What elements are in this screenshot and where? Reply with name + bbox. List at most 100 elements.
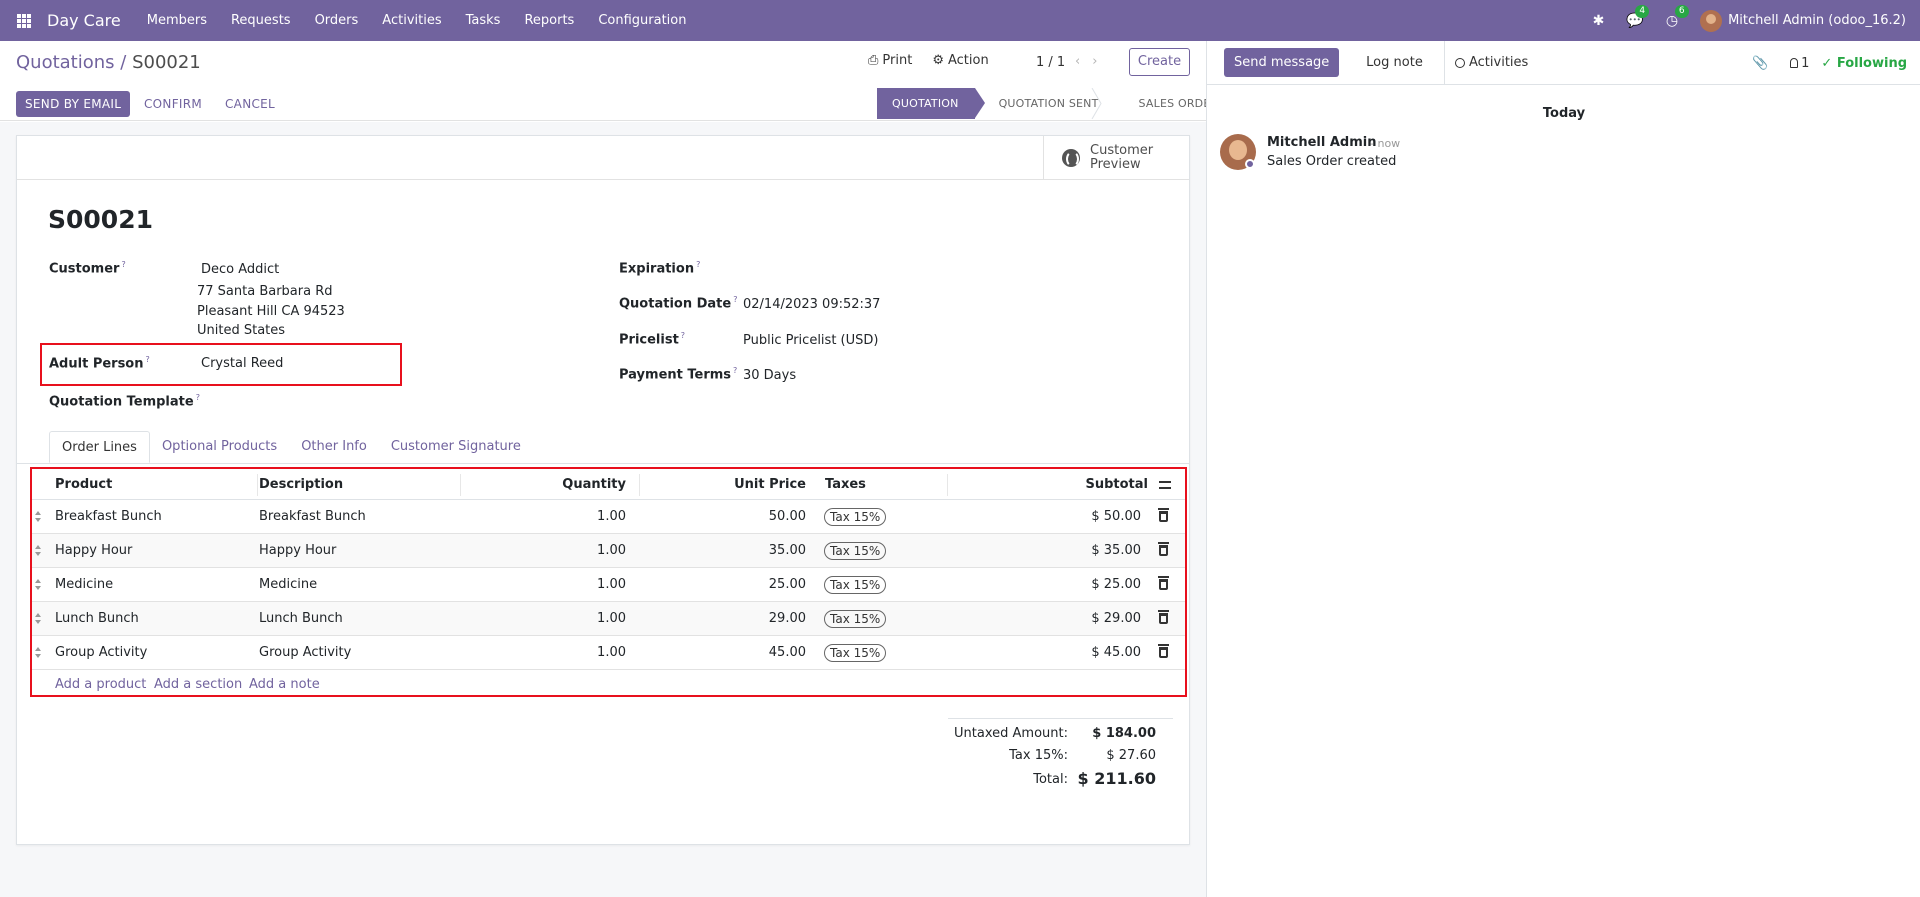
trash-icon[interactable] [1158, 542, 1169, 556]
cell-quantity[interactable]: 1.00 [597, 577, 626, 592]
cell-unit-price[interactable]: 25.00 [768, 577, 806, 592]
cell-description[interactable]: Group Activity [259, 645, 352, 660]
drag-handle-icon[interactable] [35, 647, 42, 658]
menu-activities[interactable]: Activities [382, 13, 442, 28]
user-avatar[interactable] [1700, 9, 1723, 32]
add-section-link[interactable]: Add a section [154, 677, 243, 692]
menu-requests[interactable]: Requests [230, 13, 291, 28]
customer-name[interactable]: Deco Addict [201, 262, 280, 277]
cell-quantity[interactable]: 1.00 [597, 611, 626, 626]
menu-configuration[interactable]: Configuration [598, 13, 687, 28]
log-note-button[interactable]: Log note [1345, 41, 1445, 85]
trash-icon[interactable] [1158, 508, 1169, 522]
bug-icon[interactable]: ✱ [1592, 12, 1605, 29]
pager-value[interactable]: 1 / 1 [1036, 55, 1066, 70]
header-product[interactable]: Product [55, 477, 113, 492]
cell-description[interactable]: Lunch Bunch [259, 611, 343, 626]
cell-unit-price[interactable]: 29.00 [768, 611, 806, 626]
apps-menu-icon[interactable] [17, 13, 31, 28]
adult-person-field[interactable]: Crystal Reed [201, 356, 284, 371]
drag-handle-icon[interactable] [35, 579, 42, 590]
tab-optional-products[interactable]: Optional Products [161, 439, 278, 454]
tax-tag[interactable]: Tax 15% [824, 644, 887, 662]
cell-product[interactable]: Happy Hour [55, 543, 133, 558]
activities-clock-icon[interactable]: ◷ 6 [1666, 4, 1689, 29]
table-row[interactable]: Happy Hour Happy Hour 1.00 35.00 Tax 15%… [32, 534, 1185, 568]
cell-product[interactable]: Lunch Bunch [55, 611, 139, 626]
message-author-avatar[interactable] [1220, 134, 1256, 170]
menu-tasks[interactable]: Tasks [465, 13, 501, 28]
tax-tag[interactable]: Tax 15% [824, 576, 887, 594]
quotation-date-field[interactable]: 02/14/2023 09:52:37 [743, 297, 881, 312]
tax-tag[interactable]: Tax 15% [824, 542, 887, 560]
messages-icon[interactable]: 💬 4 [1626, 4, 1650, 29]
header-subtotal[interactable]: Subtotal [1085, 477, 1148, 492]
cancel-button[interactable]: CANCEL [225, 97, 276, 111]
paperclip-icon[interactable]: 📎 [1751, 55, 1769, 71]
followers-button[interactable]: 1 [1790, 56, 1809, 71]
drag-handle-icon[interactable] [35, 613, 42, 624]
customer-preview-button[interactable]: Customer Preview [1043, 136, 1189, 180]
table-row[interactable]: Breakfast Bunch Breakfast Bunch 1.00 50.… [32, 500, 1185, 534]
app-brand[interactable]: Day Care [47, 11, 121, 30]
tab-customer-signature[interactable]: Customer Signature [390, 439, 521, 454]
trash-icon[interactable] [1158, 610, 1169, 624]
action-button[interactable]: ⚙ Action [932, 53, 989, 68]
print-button[interactable]: ⎙ Print [868, 53, 913, 68]
header-quantity[interactable]: Quantity [562, 477, 626, 492]
add-product-link[interactable]: Add a product [55, 677, 147, 692]
stage-quotation-sent[interactable]: QUOTATION SENT [998, 97, 1099, 110]
stage-quotation[interactable]: QUOTATION [877, 88, 985, 119]
following-button[interactable]: ✓ Following [1821, 55, 1907, 71]
tab-other-info[interactable]: Other Info [301, 439, 367, 454]
send-by-email-button[interactable]: SEND BY EMAIL [16, 91, 131, 117]
cell-unit-price[interactable]: 35.00 [768, 543, 806, 558]
cell-subtotal: $ 25.00 [1091, 577, 1141, 592]
customer-label: Customer? [49, 260, 126, 277]
confirm-button[interactable]: CONFIRM [144, 97, 203, 111]
add-note-link[interactable]: Add a note [249, 677, 320, 692]
trash-icon[interactable] [1158, 644, 1169, 658]
create-button[interactable]: Create [1129, 48, 1190, 76]
pricelist-field[interactable]: Public Pricelist (USD) [743, 333, 879, 348]
header-taxes[interactable]: Taxes [825, 477, 866, 492]
cell-description[interactable]: Happy Hour [259, 543, 337, 558]
cell-description[interactable]: Breakfast Bunch [259, 509, 366, 524]
menu-orders[interactable]: Orders [314, 13, 359, 28]
drag-handle-icon[interactable] [35, 545, 42, 556]
payment-terms-label: Payment Terms? [619, 366, 738, 383]
payment-terms-field[interactable]: 30 Days [743, 368, 797, 383]
tax-tag[interactable]: Tax 15% [824, 610, 887, 628]
chevron-left-icon[interactable]: ‹ [1075, 54, 1093, 69]
chevron-right-icon[interactable]: › [1092, 54, 1110, 69]
breadcrumb-quotations[interactable]: Quotations [16, 52, 115, 73]
cell-quantity[interactable]: 1.00 [597, 509, 626, 524]
user-menu[interactable]: Mitchell Admin (odoo_16.2) [1728, 13, 1906, 28]
drag-handle-icon[interactable] [35, 511, 42, 522]
cell-product[interactable]: Medicine [55, 577, 114, 592]
tax-tag[interactable]: Tax 15% [824, 508, 887, 526]
menu-reports[interactable]: Reports [524, 13, 575, 28]
activities-button[interactable]: Activities [1455, 41, 1528, 85]
adult-person-label: Adult Person? [49, 355, 150, 372]
message-author[interactable]: Mitchell Admin [1267, 135, 1377, 150]
cell-quantity[interactable]: 1.00 [597, 645, 626, 660]
header-description[interactable]: Description [259, 477, 344, 492]
cell-product[interactable]: Breakfast Bunch [55, 509, 162, 524]
stage-sales-order[interactable]: SALES ORDER [1138, 97, 1219, 110]
cell-unit-price[interactable]: 50.00 [768, 509, 806, 524]
header-unit-price[interactable]: Unit Price [734, 477, 806, 492]
tab-order-lines[interactable]: Order Lines [49, 431, 150, 463]
cell-unit-price[interactable]: 45.00 [768, 645, 806, 660]
cell-product[interactable]: Group Activity [55, 645, 148, 660]
send-message-button[interactable]: Send message [1224, 48, 1340, 77]
cell-quantity[interactable]: 1.00 [597, 543, 626, 558]
table-row[interactable]: Medicine Medicine 1.00 25.00 Tax 15% $ 2… [32, 568, 1185, 602]
chatter-topbar: Send message Log note Activities 📎 1 ✓ F… [1207, 41, 1920, 85]
optional-columns-icon[interactable] [1159, 479, 1171, 491]
cell-description[interactable]: Medicine [259, 577, 318, 592]
table-row[interactable]: Group Activity Group Activity 1.00 45.00… [32, 636, 1185, 670]
menu-members[interactable]: Members [146, 13, 207, 28]
table-row[interactable]: Lunch Bunch Lunch Bunch 1.00 29.00 Tax 1… [32, 602, 1185, 636]
trash-icon[interactable] [1158, 576, 1169, 590]
